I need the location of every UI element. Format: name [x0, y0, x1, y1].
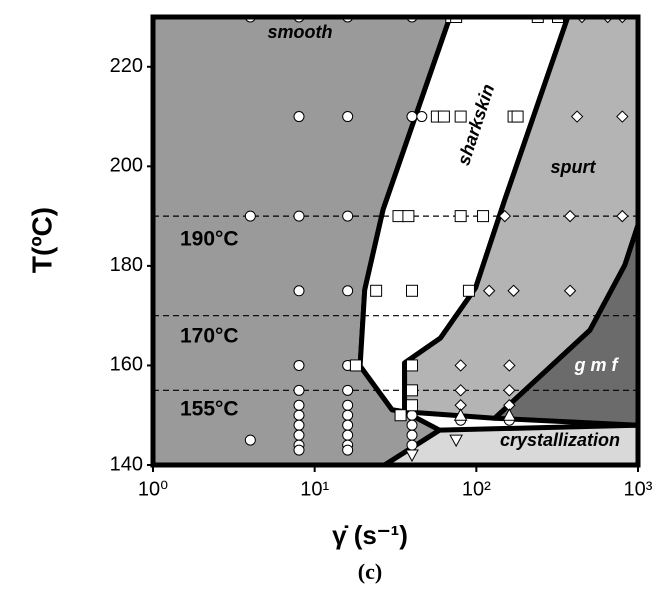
marker	[293, 409, 305, 421]
x-axis-label: γ̇ (s⁻¹)	[332, 520, 408, 550]
y-axis-label: T(ºC)	[26, 207, 57, 273]
marker	[482, 284, 496, 297]
marker	[511, 110, 524, 123]
marker	[454, 210, 467, 223]
marker	[370, 284, 383, 297]
marker	[342, 111, 354, 123]
marker	[402, 210, 415, 223]
marker	[570, 110, 584, 123]
marker	[616, 110, 629, 123]
reference-label: 155°C	[180, 398, 239, 421]
marker	[450, 17, 463, 23]
marker	[531, 17, 544, 23]
marker	[342, 429, 354, 441]
marker	[563, 284, 577, 297]
marker	[454, 384, 467, 397]
marker	[551, 17, 564, 23]
y-tick-label: 160	[110, 354, 143, 376]
region-label: crystallization	[500, 430, 620, 450]
marker	[437, 110, 450, 123]
marker	[454, 359, 467, 372]
marker	[405, 384, 418, 397]
marker	[453, 408, 468, 421]
marker	[293, 399, 305, 411]
x-tick-label: 10¹	[300, 478, 329, 500]
marker	[406, 409, 418, 421]
y-tick-label: 200	[110, 155, 143, 177]
x-tick-label: 10²	[462, 478, 491, 500]
marker	[342, 384, 354, 396]
marker	[477, 210, 490, 223]
marker	[406, 111, 418, 123]
marker	[342, 399, 354, 411]
marker	[293, 359, 305, 371]
reference-label: 170°C	[180, 325, 239, 348]
marker	[394, 409, 407, 422]
y-tick-label: 180	[110, 254, 143, 276]
marker	[293, 111, 305, 123]
marker	[349, 359, 362, 372]
marker	[462, 284, 475, 297]
marker	[502, 408, 517, 421]
marker	[405, 399, 418, 412]
marker	[503, 384, 516, 397]
caption: (c)	[358, 559, 382, 584]
marker	[405, 359, 418, 372]
x-tick-label: 10⁰	[138, 478, 168, 500]
marker	[244, 434, 256, 446]
marker	[293, 429, 305, 441]
marker	[503, 359, 516, 372]
marker	[293, 384, 305, 396]
marker	[406, 439, 418, 451]
marker	[507, 284, 520, 297]
marker	[244, 210, 256, 222]
reference-label: 190°C	[180, 228, 239, 251]
marker	[406, 429, 418, 441]
marker	[293, 285, 305, 297]
y-tick-label: 220	[110, 55, 143, 77]
region-label: g m f	[574, 355, 620, 375]
marker	[342, 419, 354, 431]
marker	[342, 210, 354, 222]
marker	[342, 285, 354, 297]
marker	[449, 434, 463, 448]
marker	[406, 419, 418, 431]
marker	[405, 449, 419, 463]
marker	[405, 284, 418, 297]
marker	[293, 444, 305, 456]
region-label: spurt	[551, 157, 597, 177]
y-tick-label: 140	[110, 453, 143, 475]
marker	[454, 110, 467, 123]
marker	[563, 209, 577, 223]
x-tick-label: 10³	[624, 478, 653, 500]
marker	[293, 210, 305, 222]
marker	[342, 409, 354, 421]
region	[382, 422, 638, 465]
marker	[416, 111, 428, 123]
plot-frame	[150, 14, 641, 468]
region-label: smooth	[268, 22, 333, 42]
marker	[342, 444, 354, 456]
plot-area	[153, 17, 638, 465]
marker	[392, 210, 405, 223]
marker	[616, 209, 629, 223]
marker	[498, 209, 512, 223]
marker	[293, 419, 305, 431]
region	[492, 222, 638, 428]
